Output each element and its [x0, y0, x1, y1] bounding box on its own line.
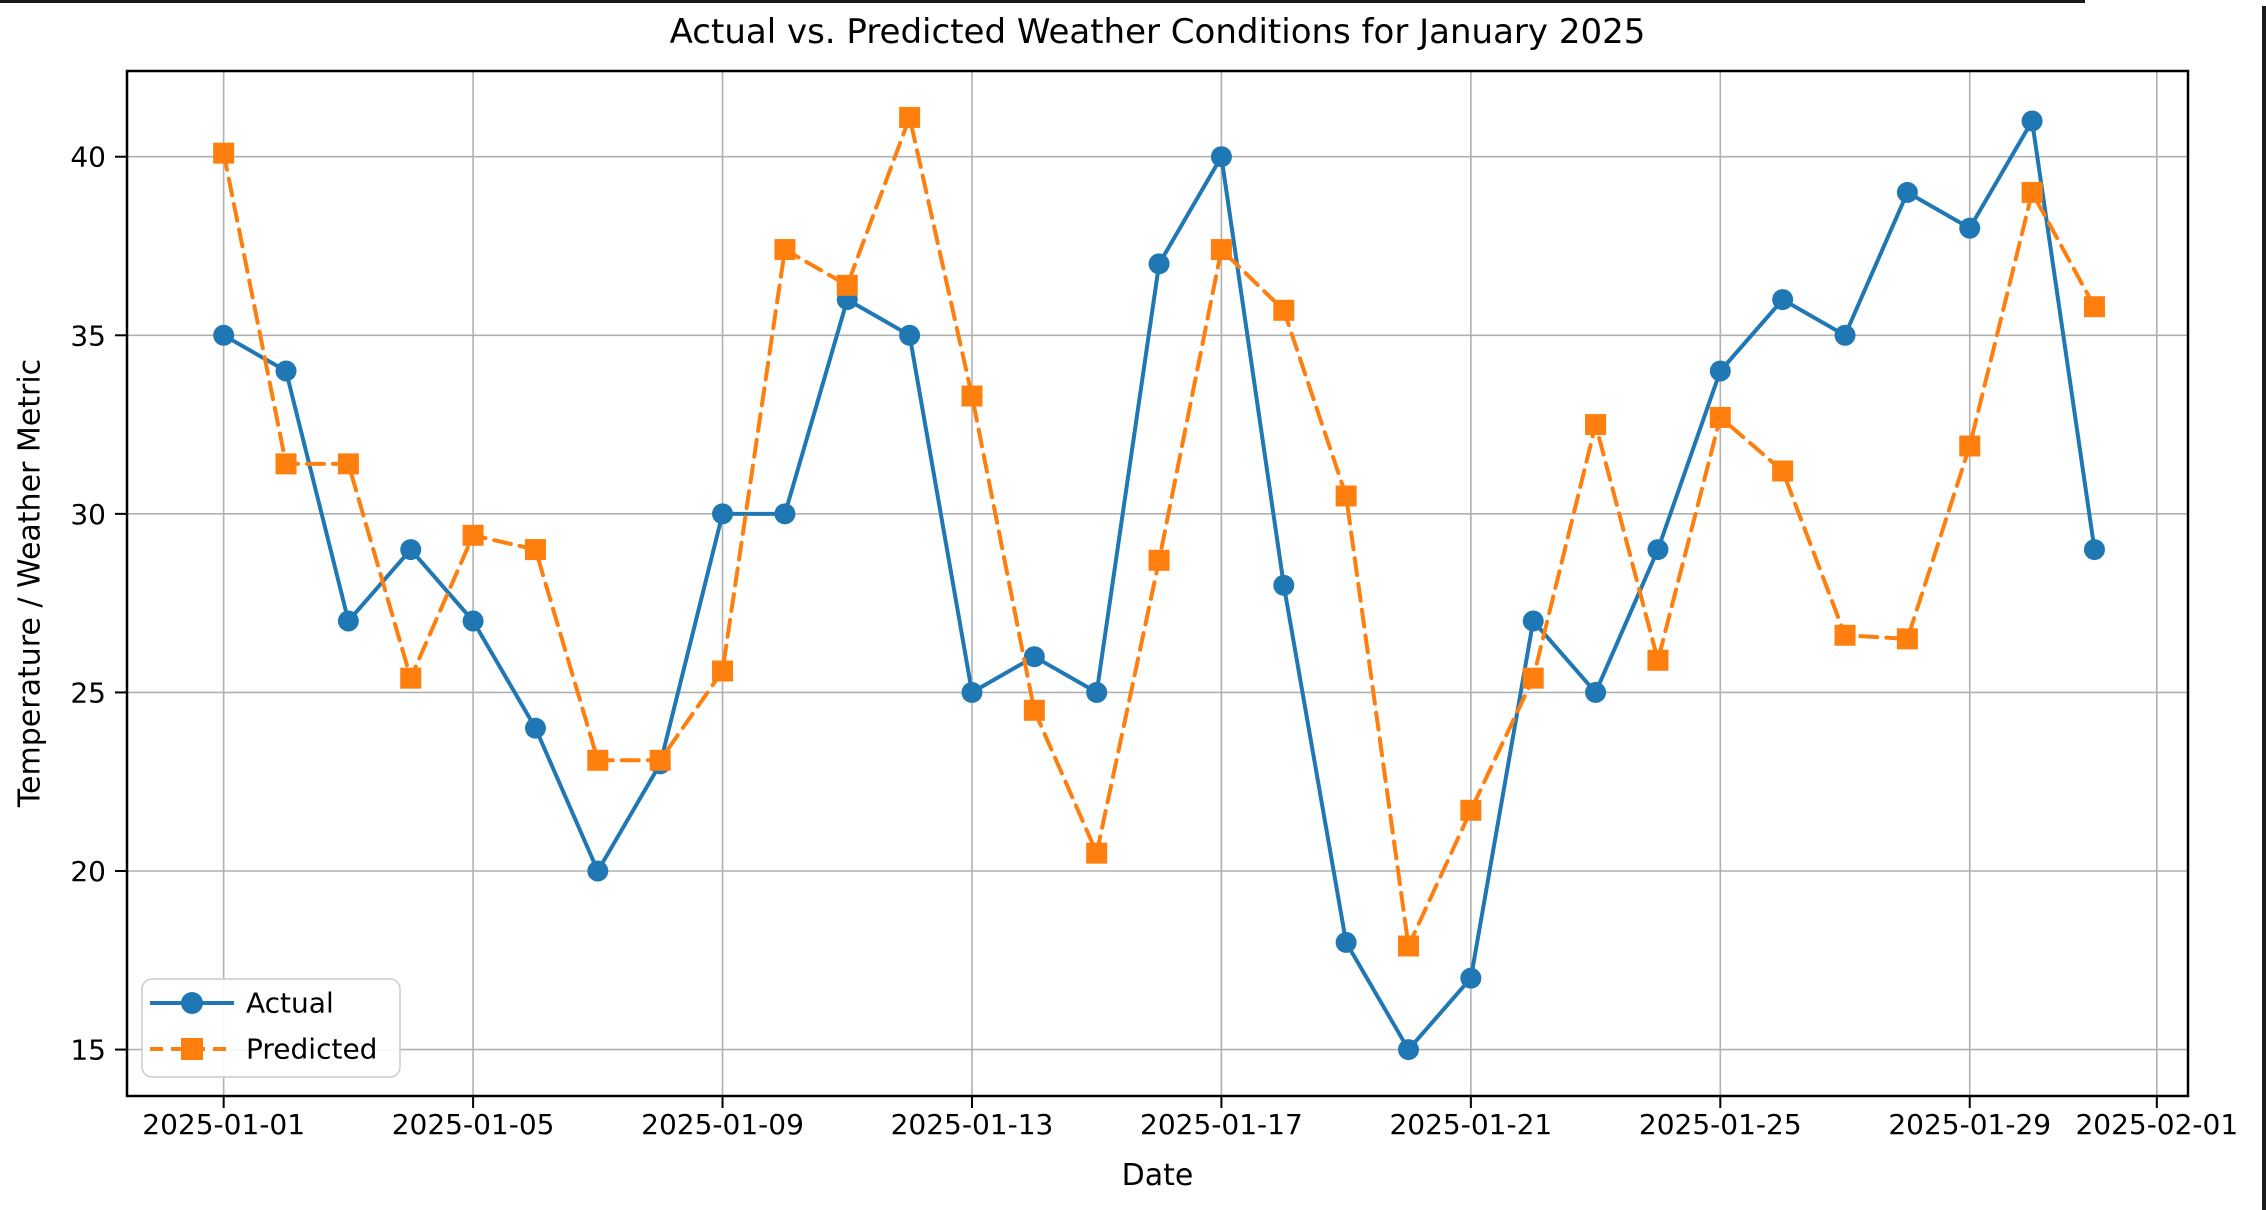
screenshot-right-border	[2262, 6, 2266, 1210]
x-axis-label: Date	[1121, 1158, 1194, 1193]
data-point-marker-predicted	[1896, 628, 1918, 650]
data-point-marker-predicted	[1210, 239, 1232, 261]
data-point-marker-predicted	[1585, 414, 1607, 436]
x-tick-label: 2025-01-21	[1389, 1108, 1552, 1141]
data-point-marker-actual	[2021, 110, 2043, 132]
series-actual	[213, 110, 2105, 1061]
x-tick-label: 2025-01-01	[142, 1108, 305, 1141]
data-point-marker-predicted	[1023, 699, 1045, 721]
data-point-marker-predicted	[1959, 435, 1981, 457]
x-tick-label: 2025-02-01	[2075, 1108, 2238, 1141]
y-tick-label: 35	[70, 319, 106, 352]
x-tick-label: 2025-01-13	[891, 1108, 1054, 1141]
legend-square-marker-icon	[181, 1038, 203, 1060]
data-point-marker-actual	[1896, 181, 1918, 203]
data-point-marker-actual	[1273, 574, 1295, 596]
data-point-marker-predicted	[524, 539, 546, 561]
data-point-marker-predicted	[1273, 299, 1295, 321]
data-point-marker-predicted	[1148, 549, 1170, 571]
data-point-marker-predicted	[1335, 485, 1357, 507]
series-predicted	[213, 106, 2105, 957]
screenshot-top-border	[0, 0, 2085, 3]
data-point-marker-predicted	[899, 106, 921, 128]
data-point-marker-predicted	[462, 524, 484, 546]
data-point-marker-actual	[1834, 324, 1856, 346]
data-point-marker-actual	[2083, 539, 2105, 561]
y-tick-label: 40	[70, 141, 106, 174]
data-point-marker-actual	[1772, 289, 1794, 311]
data-point-marker-predicted	[1834, 624, 1856, 646]
gridlines	[127, 71, 2188, 1096]
x-tick-label: 2025-01-25	[1639, 1108, 1802, 1141]
data-point-marker-actual	[462, 610, 484, 632]
legend: Actual Predicted	[141, 978, 401, 1078]
legend-item-predicted: Predicted	[150, 1033, 377, 1066]
x-tick-label: 2025-01-17	[1140, 1108, 1303, 1141]
data-point-marker-actual	[774, 503, 796, 525]
data-point-marker-predicted	[2083, 296, 2105, 318]
data-point-marker-predicted	[275, 453, 297, 475]
data-point-marker-actual	[1959, 217, 1981, 239]
data-point-marker-predicted	[2021, 181, 2043, 203]
data-point-marker-predicted	[1772, 460, 1794, 482]
data-point-marker-predicted	[587, 749, 609, 771]
data-point-marker-predicted	[337, 453, 359, 475]
legend-circle-marker-icon	[181, 992, 203, 1014]
x-tick-label: 2025-01-29	[1888, 1108, 2051, 1141]
data-point-marker-actual	[1709, 360, 1731, 382]
data-point-marker-actual	[213, 324, 235, 346]
data-point-marker-actual	[1647, 539, 1669, 561]
data-point-marker-actual	[1023, 646, 1045, 668]
data-point-marker-predicted	[213, 142, 235, 164]
data-point-marker-actual	[337, 610, 359, 632]
legend-label-actual: Actual	[246, 987, 334, 1020]
data-point-marker-actual	[587, 860, 609, 882]
x-tick-label: 2025-01-09	[641, 1108, 804, 1141]
y-tick-label: 30	[70, 498, 106, 531]
data-point-marker-predicted	[836, 274, 858, 296]
axis-ticks: 2025-01-01 2025-01-05 2025-01-09 2025-01-13…	[70, 141, 2238, 1141]
legend-label-predicted: Predicted	[246, 1033, 377, 1066]
chart-title: Actual vs. Predicted Weather Conditions …	[669, 12, 1646, 52]
data-point-marker-actual	[400, 539, 422, 561]
data-point-marker-actual	[1335, 931, 1357, 953]
data-point-marker-actual	[1397, 1039, 1419, 1061]
y-tick-label: 20	[70, 855, 106, 888]
data-point-marker-predicted	[1522, 667, 1544, 689]
data-point-marker-actual	[1460, 967, 1482, 989]
data-point-marker-actual	[961, 681, 983, 703]
data-point-marker-actual	[275, 360, 297, 382]
plot-border	[125, 69, 2190, 1098]
data-point-marker-predicted	[1460, 799, 1482, 821]
data-point-marker-predicted	[1647, 649, 1669, 671]
y-tick-label: 15	[70, 1034, 106, 1067]
data-point-marker-predicted	[961, 385, 983, 407]
data-point-marker-predicted	[1397, 935, 1419, 957]
data-point-marker-actual	[1210, 146, 1232, 168]
data-point-marker-actual	[1522, 610, 1544, 632]
data-point-marker-predicted	[400, 667, 422, 689]
x-tick-label: 2025-01-05	[392, 1108, 555, 1141]
data-point-marker-actual	[1585, 681, 1607, 703]
data-point-marker-actual	[1148, 253, 1170, 275]
data-point-marker-actual	[899, 324, 921, 346]
data-point-marker-predicted	[712, 660, 734, 682]
legend-item-actual: Actual	[150, 987, 334, 1020]
data-point-marker-predicted	[1086, 842, 1108, 864]
data-point-marker-actual	[524, 717, 546, 739]
y-tick-label: 25	[70, 676, 106, 709]
series-line-predicted	[221, 115, 2097, 948]
data-point-marker-predicted	[774, 239, 796, 261]
data-point-marker-predicted	[649, 749, 671, 771]
data-point-marker-actual	[712, 503, 734, 525]
data-point-marker-predicted	[1709, 406, 1731, 428]
data-point-marker-actual	[1086, 681, 1108, 703]
